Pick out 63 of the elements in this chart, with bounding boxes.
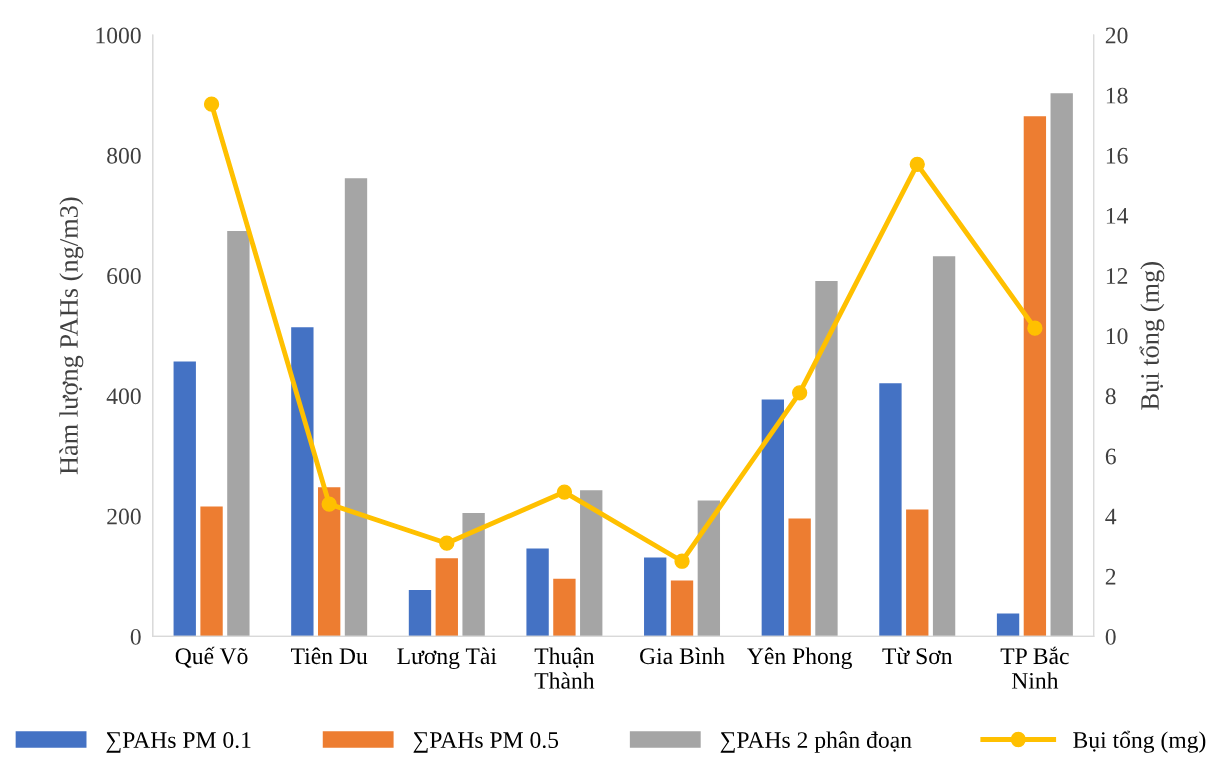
- bar: [227, 231, 250, 637]
- y2-tick-label: 14: [1106, 208, 1129, 224]
- bar: [670, 580, 694, 637]
- bar: [815, 280, 838, 637]
- legend-label: Bụi tổng (mg): [1073, 730, 1206, 753]
- legend-label: ∑PAHs 2 phân đoạn: [720, 731, 912, 753]
- bar: [553, 578, 576, 637]
- bar: [788, 518, 811, 637]
- x-tick-label: TP Bắc Ninh: [1000, 646, 1069, 689]
- bar: [173, 361, 196, 637]
- y2-tick-label: 2: [1105, 568, 1116, 585]
- point: [203, 96, 220, 112]
- bar: [435, 558, 458, 637]
- x-tick-label: Thuận Thành: [534, 647, 595, 689]
- y-tick-label: 200: [107, 508, 141, 525]
- y-tick-label: 400: [106, 388, 141, 405]
- bar: [697, 500, 721, 637]
- point: [674, 553, 690, 569]
- bar: [408, 590, 432, 637]
- bar: [580, 490, 603, 637]
- bar: [761, 399, 784, 637]
- bar: [291, 327, 314, 637]
- bar: [462, 513, 485, 637]
- x-tick-label: Từ Sơn: [882, 647, 953, 665]
- bar: [200, 506, 223, 637]
- y2-tick-label: 18: [1106, 87, 1128, 104]
- y-axis-title: Hàm lượng PAHs (ng/m3): [59, 197, 84, 475]
- bar: [644, 557, 667, 637]
- point: [792, 385, 808, 401]
- y2-tick-label: 8: [1105, 388, 1116, 405]
- legend-label: ∑PAHs PM 0.5: [413, 732, 559, 753]
- bar: [996, 613, 1020, 637]
- y2-tick-label: 16: [1106, 147, 1128, 164]
- x-tick-label: Gia Bình: [640, 647, 725, 665]
- point: [1027, 320, 1043, 336]
- bar: [526, 548, 549, 637]
- y-tick-label: 800: [107, 147, 141, 164]
- bar: [1023, 116, 1047, 637]
- bar: [879, 383, 902, 637]
- x-tick-label: Quế Võ: [175, 646, 248, 668]
- bar: [318, 487, 341, 637]
- y2-tick-label: 20: [1105, 27, 1128, 44]
- bar: [1050, 93, 1073, 637]
- y-tick-label: 0: [130, 628, 141, 645]
- y2-tick-label: 6: [1105, 448, 1116, 465]
- bar: [906, 509, 929, 637]
- y-tick-label: 1000: [96, 27, 141, 44]
- x-tick-label: Tiên Du: [291, 647, 368, 665]
- bar: [932, 256, 956, 637]
- point: [321, 496, 337, 512]
- legend-label: ∑PAHs PM 0.1: [106, 732, 251, 753]
- point: [909, 156, 925, 172]
- y2-tick-label: 0: [1105, 628, 1116, 645]
- point: [439, 535, 455, 551]
- y2-tick-label: 4: [1105, 508, 1117, 525]
- y2-tick-label: 10: [1106, 328, 1128, 345]
- x-tick-label: Yên Phong: [747, 647, 852, 670]
- y2-axis-title: Bụi tổng (mg): [1139, 262, 1165, 410]
- y-tick-label: 600: [107, 268, 141, 284]
- x-tick-label: Lương Tài: [397, 647, 497, 670]
- y2-tick-label: 12: [1106, 268, 1128, 284]
- point: [556, 484, 573, 500]
- bar: [344, 178, 368, 637]
